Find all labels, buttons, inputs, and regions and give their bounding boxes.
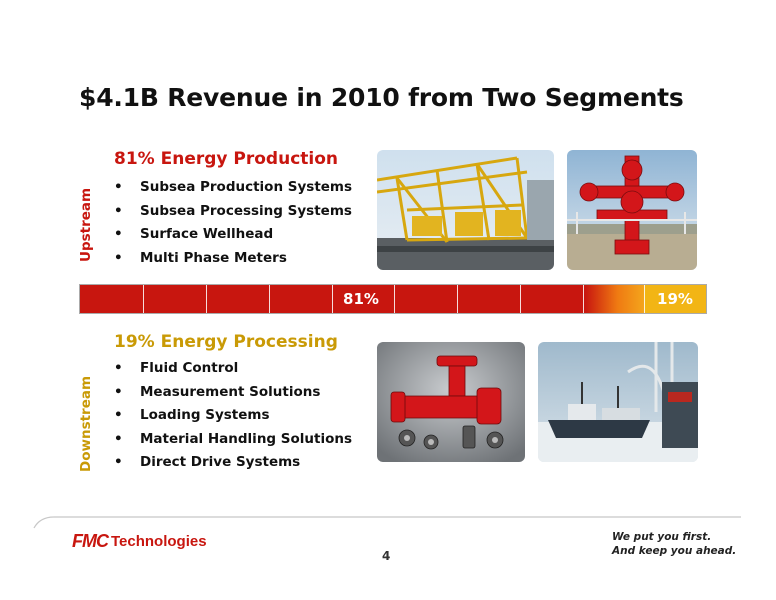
downstream-list: • Fluid Control • Measurement Solutions • L… [114,357,352,475]
processing-share-fill [644,285,706,313]
bar-divider [520,285,521,313]
list-item-label: Subsea Processing Systems [140,202,352,219]
list-item-label: Material Handling Solutions [140,430,353,447]
bullet-icon: • [114,179,123,195]
list-item-label: Subsea Production Systems [140,179,353,195]
list-item: • Material Handling Solutions [114,428,352,452]
list-item-label: Surface Wellhead [140,226,274,242]
logo-text: Technologies [111,533,207,550]
list-item: • Direct Drive Systems [114,451,352,475]
bullet-icon: • [114,360,123,376]
list-item: • Surface Wellhead [114,223,352,247]
tagline: We put you first. And keep you ahead. [612,530,736,558]
subsea-structure-photo [377,150,554,270]
bar-divider [457,285,458,313]
logo-mark: FMC [72,531,109,551]
bar-divider [332,285,333,313]
list-item: • Fluid Control [114,357,352,381]
bullet-icon: • [114,430,123,447]
page-number: 4 [382,549,391,563]
list-item-label: Direct Drive Systems [140,454,301,470]
bar-divider [143,285,144,313]
upstream-heading: 81% Energy Production [114,149,339,169]
tagline-line-1: We put you first. [612,531,712,543]
revenue-split-bar: 81% 19% [79,284,707,314]
bar-divider [394,285,395,313]
share-transition-fill [585,285,644,313]
fmc-technologies-logo: FMC Technologies [72,531,207,552]
bar-divider [206,285,207,313]
bullet-icon: • [114,249,123,266]
downstream-heading: 19% Energy Processing [114,332,338,352]
upstream-list: • Subsea Production Systems • Subsea Proce… [114,176,352,270]
valves-photo [377,342,525,462]
list-item: • Loading Systems [114,404,352,428]
bullet-icon: • [114,226,123,242]
list-item-label: Multi Phase Meters [140,249,287,266]
bar-divider [583,285,584,313]
list-item-label: Measurement Solutions [140,383,321,400]
bar-divider [269,285,270,313]
slide-title: $4.1B Revenue in 2010 from Two Segments [79,83,684,112]
processing-share-label: 19% [657,290,693,308]
wellhead-tree-photo [567,150,697,270]
list-item: • Subsea Production Systems [114,176,352,200]
bullet-icon: • [114,383,123,400]
production-share-label: 81% [343,290,379,308]
list-item: • Subsea Processing Systems [114,200,352,224]
list-item-label: Loading Systems [140,407,270,423]
bullet-icon: • [114,202,123,219]
tagline-line-2: And keep you ahead. [612,545,737,557]
bullet-icon: • [114,407,123,423]
bar-divider [644,285,645,313]
list-item-label: Fluid Control [140,360,239,376]
loading-ship-photo [538,342,698,462]
list-item: • Multi Phase Meters [114,247,352,271]
list-item: • Measurement Solutions [114,381,352,405]
bullet-icon: • [114,454,123,470]
